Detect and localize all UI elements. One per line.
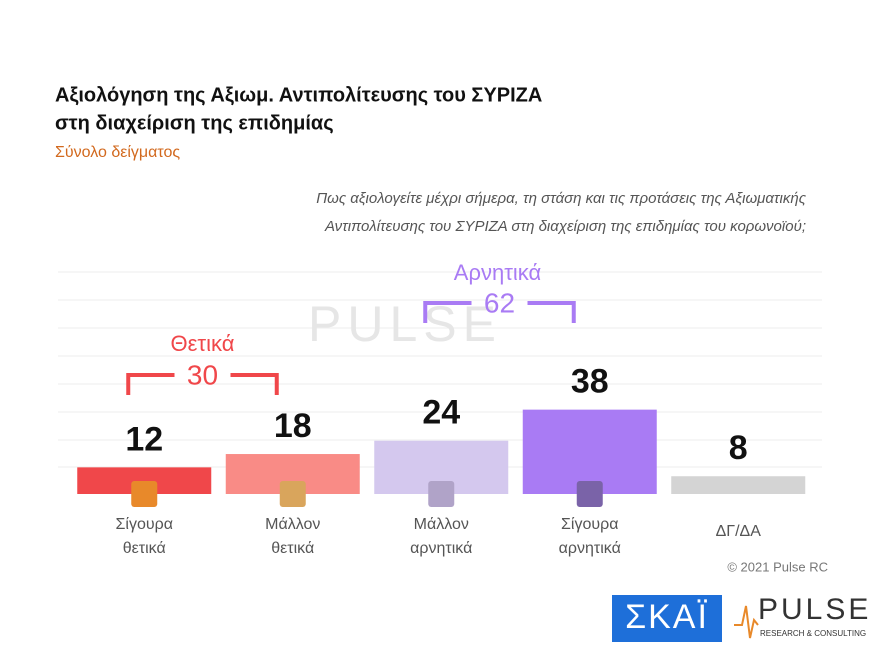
copyright: © 2021 Pulse RC — [727, 559, 828, 574]
question: Αντιπολίτευσης του ΣΥΡΙΖΑ στη διαχείριση… — [324, 218, 806, 235]
icon — [131, 481, 158, 507]
x-tick-label: θετικά — [271, 540, 314, 557]
x-tick-label: αρνητικά — [410, 540, 472, 557]
group-value: 62 — [484, 287, 515, 318]
chart-title: Αξιολόγηση της Αξιωμ. Αντιπολίτευσης του… — [55, 84, 542, 106]
x-tick-label: Σίγουρα — [561, 516, 618, 533]
icon — [428, 481, 455, 507]
value-label: 18 — [274, 407, 312, 445]
x-tick-label: Μάλλον — [414, 516, 469, 533]
subtitle: Σύνολο δείγματος — [55, 144, 180, 161]
icon — [576, 481, 603, 507]
bracket — [423, 301, 576, 323]
grid — [58, 271, 822, 468]
group-label: Θετικά — [171, 331, 235, 356]
x-tick-label: θετικά — [123, 540, 166, 557]
bracket — [126, 373, 279, 395]
bar — [671, 476, 806, 494]
value-label: 12 — [125, 420, 163, 458]
question: Πως αξιολογείτε μέχρι σήμερα, τη στάση κ… — [316, 190, 806, 207]
group-label: Αρνητικά — [454, 260, 542, 285]
value-label: 24 — [422, 394, 460, 432]
value-label: 8 — [729, 429, 748, 467]
skai-logo — [612, 595, 722, 642]
x-tick-label: Μάλλον — [265, 516, 320, 533]
value-label: 38 — [571, 363, 609, 401]
x-tick-label: ΔΓ/ΔΑ — [716, 523, 762, 540]
pulse-logo-sub: RESEARCH & CONSULTING — [760, 629, 866, 638]
skai-logo-text: ΣΚΑΪ — [625, 598, 709, 636]
icon — [279, 481, 306, 507]
x-tick-label: Σίγουρα — [116, 516, 173, 533]
group-value: 30 — [187, 359, 218, 390]
pulse-logo-wave — [734, 605, 759, 639]
chart-title: στη διαχείριση της επιδημίας — [55, 112, 334, 134]
bar — [522, 409, 657, 494]
watermark: PULSE — [308, 296, 502, 352]
pulse-logo: PULSE — [758, 593, 871, 626]
x-tick-label: αρνητικά — [559, 540, 621, 557]
